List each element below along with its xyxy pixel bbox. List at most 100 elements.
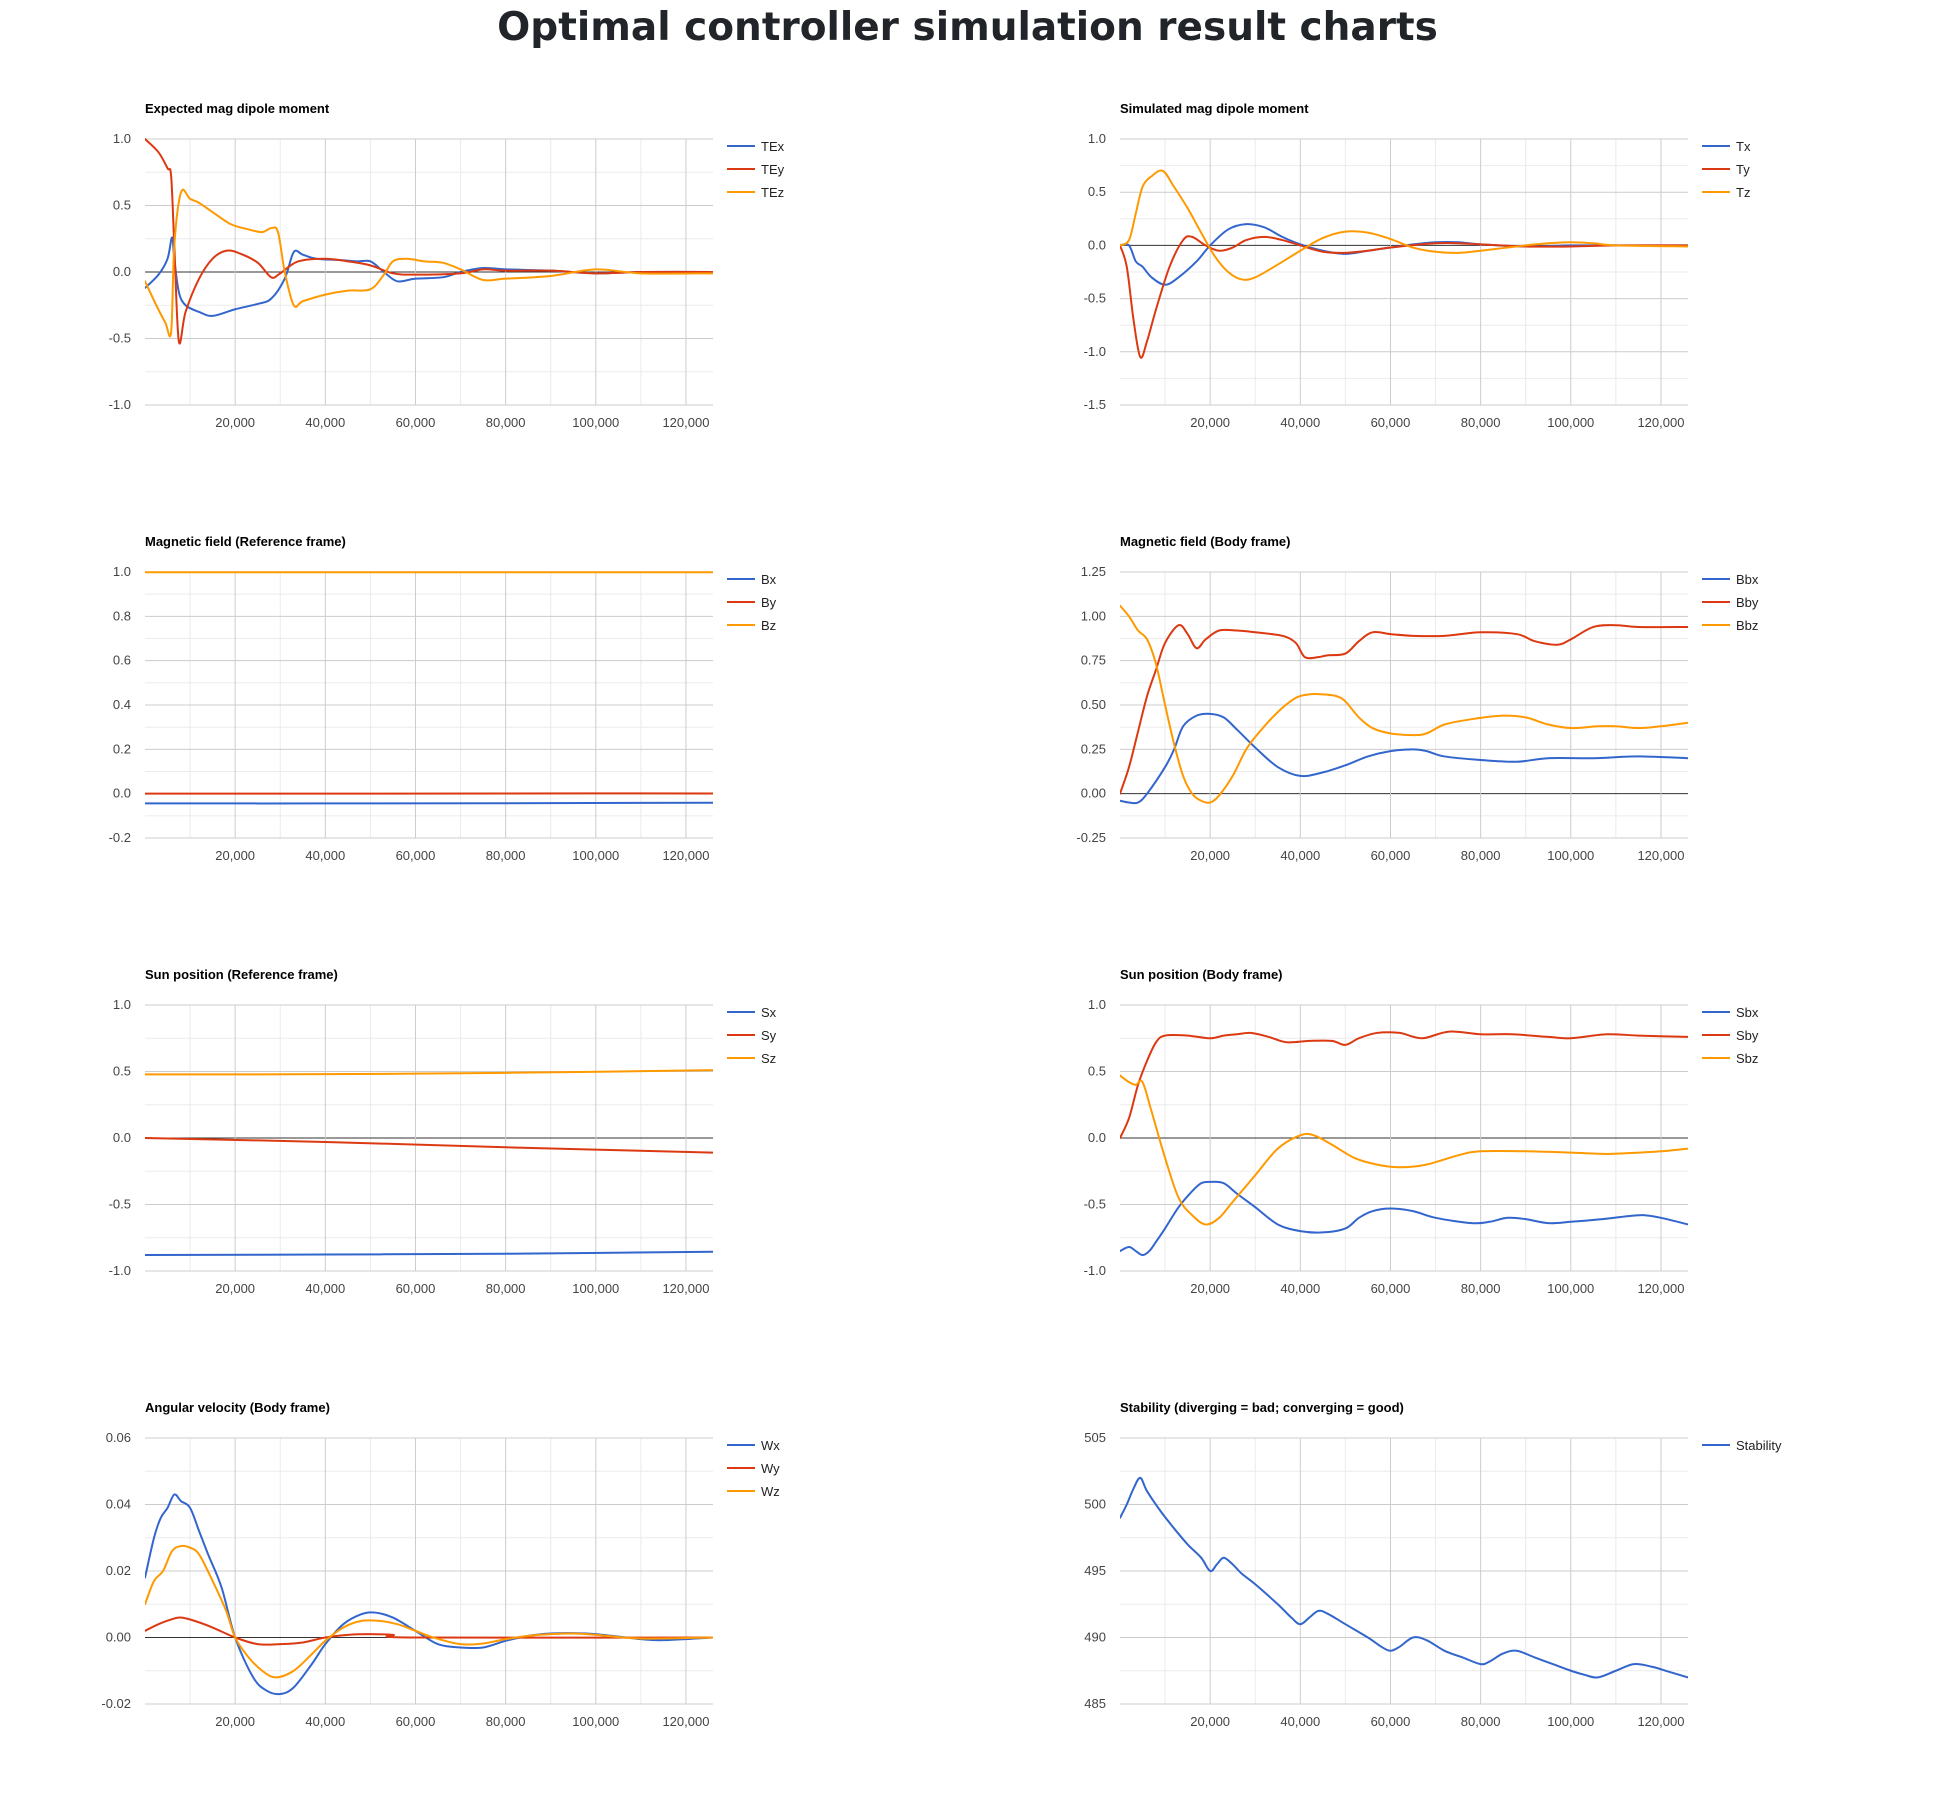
chart-title: Magnetic field (Reference frame): [145, 534, 346, 549]
chart-simulated-mag-dipole: Simulated mag dipole moment-1.5-1.0-0.50…: [975, 70, 1935, 500]
legend[interactable]: Wx Wy Wz: [727, 1438, 780, 1499]
series-line-ty: [1120, 236, 1688, 358]
legend-label: TEy: [761, 162, 785, 177]
x-tick-label: 20,000: [1190, 848, 1230, 863]
page-title: Optimal controller simulation result cha…: [0, 0, 1935, 55]
legend-item-wy[interactable]: Wy: [727, 1461, 780, 1476]
legend-label: By: [761, 595, 777, 610]
series-lines: [1120, 1478, 1688, 1678]
y-tick-label: -0.5: [109, 1197, 131, 1212]
y-tick-label: 485: [1084, 1696, 1106, 1711]
series-line-sy: [145, 1138, 713, 1153]
y-tick-label: 0.00: [1081, 786, 1106, 801]
x-tick-label: 100,000: [1547, 1714, 1594, 1729]
chart-title: Angular velocity (Body frame): [145, 1400, 330, 1415]
x-tick-label: 100,000: [572, 415, 619, 430]
legend[interactable]: Bbx Bby Bbz: [1702, 572, 1759, 633]
chart-sun-position-body: Sun position (Body frame)-1.0-0.50.00.51…: [975, 936, 1935, 1366]
x-tick-label: 60,000: [396, 415, 436, 430]
legend-item-sy[interactable]: Sy: [727, 1028, 777, 1043]
series-line-sby: [1120, 1031, 1688, 1138]
legend-item-tex[interactable]: TEx: [727, 139, 785, 154]
y-tick-label: 1.0: [113, 131, 131, 146]
legend-item-sbz[interactable]: Sbz: [1702, 1051, 1758, 1066]
series-line-bby: [1120, 625, 1688, 794]
legend-item-bbz[interactable]: Bbz: [1702, 618, 1758, 633]
x-tick-label: 120,000: [662, 1281, 709, 1296]
legend[interactable]: Sbx Sby Sbz: [1702, 1005, 1759, 1066]
y-tick-label: 1.0: [113, 997, 131, 1012]
y-axis: -0.020.000.020.040.06: [101, 1430, 713, 1711]
legend-item-by[interactable]: By: [727, 595, 777, 610]
legend-item-tz[interactable]: Tz: [1702, 185, 1750, 200]
x-tick-label: 100,000: [1547, 415, 1594, 430]
series-lines: [1120, 1031, 1688, 1255]
legend-item-sbx[interactable]: Sbx: [1702, 1005, 1759, 1020]
chart-title: Sun position (Body frame): [1120, 967, 1283, 982]
chart-angular-velocity-body: Angular velocity (Body frame) -0.020.000.…: [0, 1369, 960, 1799]
legend-item-bby[interactable]: Bby: [1702, 595, 1759, 610]
legend-item-tx[interactable]: Tx: [1702, 139, 1751, 154]
legend-item-ty[interactable]: Ty: [1702, 162, 1750, 177]
legend[interactable]: Sx Sy Sz: [727, 1005, 777, 1066]
y-tick-label: 0.2: [113, 741, 131, 756]
x-tick-label: 120,000: [1637, 848, 1684, 863]
x-tick-label: 120,000: [1637, 1281, 1684, 1296]
x-tick-label: 20,000: [215, 1281, 255, 1296]
y-tick-label: 0.50: [1081, 697, 1106, 712]
y-tick-label: -0.5: [1084, 1197, 1106, 1212]
legend-item-wx[interactable]: Wx: [727, 1438, 780, 1453]
y-tick-label: 1.25: [1081, 564, 1106, 579]
y-tick-label: 0.8: [113, 608, 131, 623]
legend-item-bbx[interactable]: Bbx: [1702, 572, 1759, 587]
y-tick-label: 0.5: [1088, 1064, 1106, 1079]
chart-magnetic-field-reference: Magnetic field (Reference frame)-0.20.00…: [0, 503, 960, 933]
x-tick-label: 60,000: [1371, 415, 1411, 430]
y-tick-label: 0.0: [113, 1130, 131, 1145]
chart-magnetic-field-body: Magnetic field (Body frame)-0.250.000.25…: [975, 503, 1935, 933]
legend[interactable]: Bx By Bz: [727, 572, 777, 633]
legend-label: Wx: [761, 1438, 780, 1453]
y-tick-label: 0.6: [113, 653, 131, 668]
legend-item-sz[interactable]: Sz: [727, 1051, 776, 1066]
series-line-wz: [145, 1546, 713, 1678]
chart-stability: Stability (diverging = bad; converging =…: [975, 1369, 1935, 1799]
x-tick-label: 20,000: [215, 415, 255, 430]
x-tick-label: 80,000: [1461, 1281, 1501, 1296]
x-tick-label: 60,000: [396, 848, 436, 863]
y-axis: -1.0-0.50.00.51.0: [109, 997, 713, 1278]
x-tick-label: 60,000: [1371, 1281, 1411, 1296]
legend-label: Stability: [1736, 1438, 1782, 1453]
legend[interactable]: Stability: [1702, 1438, 1782, 1453]
x-tick-label: 60,000: [396, 1281, 436, 1296]
legend[interactable]: Tx Ty Tz: [1702, 139, 1751, 200]
legend-item-wz[interactable]: Wz: [727, 1484, 780, 1499]
y-tick-label: 0.5: [1088, 184, 1106, 199]
y-tick-label: 490: [1084, 1630, 1106, 1645]
legend-item-stability[interactable]: Stability: [1702, 1438, 1782, 1453]
legend-label: Sbz: [1736, 1051, 1758, 1066]
y-tick-label: 0.02: [106, 1563, 131, 1578]
y-tick-label: -1.0: [109, 1263, 131, 1278]
legend-item-tey[interactable]: TEy: [727, 162, 785, 177]
legend-label: Bby: [1736, 595, 1759, 610]
legend-item-tez[interactable]: TEz: [727, 185, 784, 200]
legend-label: Sbx: [1736, 1005, 1759, 1020]
x-tick-label: 120,000: [1637, 415, 1684, 430]
legend[interactable]: TEx TEy TEz: [727, 139, 785, 200]
x-tick-label: 100,000: [1547, 1281, 1594, 1296]
x-tick-label: 40,000: [1280, 848, 1320, 863]
legend-item-sby[interactable]: Sby: [1702, 1028, 1759, 1043]
series-line-sbx: [1120, 1182, 1688, 1255]
legend-label: Sz: [761, 1051, 776, 1066]
chart-sun-position-reference: Sun position (Reference frame)-1.0-0.50.…: [0, 936, 960, 1366]
y-tick-label: -1.0: [109, 397, 131, 412]
legend-item-bz[interactable]: Bz: [727, 618, 776, 633]
y-tick-label: 0.4: [113, 697, 131, 712]
legend-item-sx[interactable]: Sx: [727, 1005, 777, 1020]
legend-item-bx[interactable]: Bx: [727, 572, 777, 587]
